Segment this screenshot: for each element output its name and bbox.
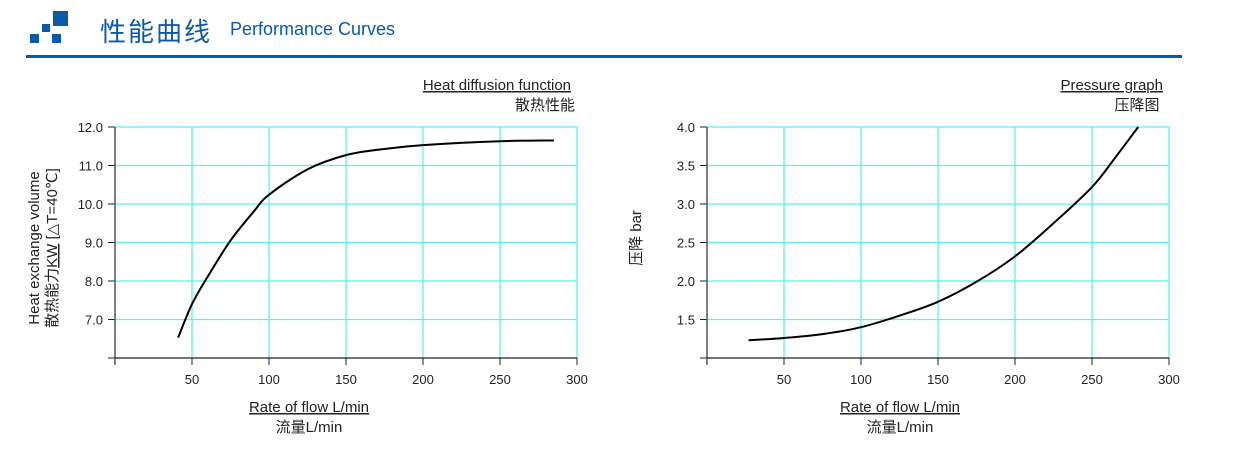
- chart-title: Pressure graph: [1060, 77, 1163, 94]
- y-label-prefix: 散热能力: [44, 268, 61, 328]
- series-line: [748, 126, 1139, 342]
- section-title-en: Performance Curves: [230, 19, 396, 39]
- y-tick-label: 3.0: [677, 197, 695, 212]
- y-tick-label: 7.0: [85, 313, 103, 328]
- y-label-unit: KW: [44, 243, 61, 268]
- chart-title: Heat diffusion function: [423, 77, 571, 94]
- y-axis-label: Heat exchange volume: [26, 171, 43, 324]
- series-line: [177, 139, 554, 338]
- chart-1: 50 100 150 200 250 300 7.0 8.0 9.0 10.0 11.0 12.0 He…: [26, 77, 588, 436]
- y-axis-label: 压降 bar: [628, 210, 645, 266]
- x-tick-label: 50: [777, 372, 791, 387]
- x-tick-label: 250: [1081, 372, 1103, 387]
- y-tick-label: 2.5: [677, 236, 695, 251]
- chart-2: 50 100 150 200 250 300 1.5 2.0 2.5 3.0 3.5 4.0 Press…: [628, 77, 1180, 436]
- x-tick-label: 150: [927, 372, 949, 387]
- chart-subtitle: 散热性能: [515, 97, 575, 114]
- x-axis-label-cn: 流量L/min: [276, 419, 343, 436]
- x-tick-label: 150: [335, 372, 357, 387]
- y-tick-label: 11.0: [79, 159, 103, 174]
- x-tick-label: 300: [1158, 372, 1180, 387]
- x-tick-label: 200: [412, 372, 434, 387]
- x-axis-label-cn: 流量L/min: [867, 419, 934, 436]
- chart-subtitle: 压降图: [1114, 97, 1159, 114]
- x-axis-label: Rate of flow L/min: [249, 399, 369, 416]
- y-tick-label: 8.0: [85, 274, 103, 289]
- section-header: 性能曲线 Performance Curves: [0, 0, 1239, 60]
- x-tick-label: 50: [185, 372, 199, 387]
- y-tick-label: 1.5: [677, 313, 695, 328]
- x-tick-label: 200: [1004, 372, 1026, 387]
- y-tick-label: 2.0: [677, 274, 695, 289]
- x-tick-label: 100: [850, 372, 872, 387]
- y-tick-label: 10.0: [78, 197, 103, 212]
- y-tick-label: 4.0: [677, 120, 695, 135]
- header-divider: [26, 55, 1182, 58]
- x-tick-label: 300: [566, 372, 588, 387]
- section-title-cn: 性能曲线: [100, 17, 213, 47]
- x-axis-label: Rate of flow L/min: [840, 399, 960, 416]
- y-label-suffix: [△T=40℃]: [44, 168, 61, 244]
- x-tick-label: 250: [489, 372, 511, 387]
- y-tick-label: 9.0: [85, 236, 103, 251]
- x-tick-label: 100: [258, 372, 280, 387]
- y-axis-label-cn: 散热能力KW [△T=40℃]: [44, 168, 61, 328]
- y-tick-label: 3.5: [677, 159, 695, 174]
- y-tick-label: 12.0: [78, 120, 103, 135]
